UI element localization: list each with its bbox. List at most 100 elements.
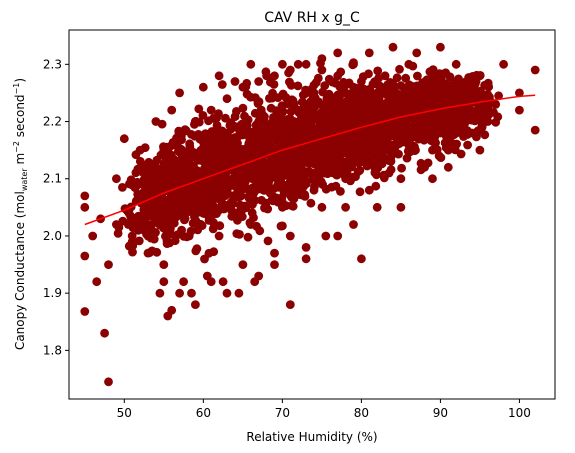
scatter-point-2611 (123, 220, 133, 229)
scatter-point-2690 (301, 243, 311, 252)
scatter-point-2630 (206, 202, 216, 212)
scatter-point-2695 (222, 288, 232, 298)
scatter-point-2268 (467, 114, 476, 124)
scatter-point-2601 (80, 191, 90, 201)
scatter-point-2095 (484, 82, 494, 92)
scatter-point-2689 (317, 202, 327, 212)
scatter-point-2714 (325, 94, 335, 104)
scatter-point-2506 (278, 155, 288, 164)
scatter-point-2593 (280, 181, 290, 190)
scatter-point-2379 (463, 140, 472, 150)
scatter-point-2711 (278, 117, 287, 126)
scatter-point-2516 (167, 219, 177, 229)
scatter-point-2122 (153, 164, 163, 174)
scatter-point-2644 (285, 300, 295, 309)
scatter-point-2149 (296, 150, 306, 160)
scatter-point-2491 (235, 200, 245, 210)
scatter-point-2664 (420, 162, 429, 172)
scatter-point-2343 (429, 90, 439, 100)
scatter-point-2533 (208, 193, 218, 203)
y-label-sup1: −2 (12, 141, 21, 153)
scatter-point-1183 (217, 80, 227, 89)
scatter-point-2640 (262, 71, 271, 81)
scatter-point-2620 (167, 105, 177, 115)
scatter-point-2592 (481, 100, 491, 109)
scatter-point-2498 (466, 87, 475, 97)
scatter-point-2642 (274, 174, 283, 184)
scatter-point-2616 (151, 117, 161, 126)
scatter-point-2746 (372, 162, 382, 172)
scatter-point-2252 (247, 183, 257, 193)
y-axis-label: Canopy Conductance (molwater m−2 second−… (12, 78, 29, 350)
scatter-point-2327 (236, 191, 246, 201)
scatter-point-2647 (301, 254, 311, 264)
scatter-point-2571 (181, 157, 191, 167)
scatter-point-2407 (206, 213, 216, 223)
scatter-point-2691 (285, 231, 295, 241)
scatter-point-2666 (436, 42, 445, 52)
scatter-point-2456 (489, 108, 498, 117)
scatter-point-2471 (212, 121, 222, 130)
scatter-point-1548 (260, 203, 269, 213)
scatter-point-2607 (92, 277, 102, 287)
y-tick-label-3: 2.1 (43, 172, 62, 186)
scatter-point-2628 (198, 82, 208, 92)
scatter-point-2724 (175, 128, 185, 138)
scatter-point-2636 (238, 145, 248, 155)
scatter-point-2586 (136, 220, 146, 229)
y-tick-label-0: 1.8 (43, 343, 62, 357)
scatter-point-2685 (380, 128, 390, 138)
scatter-point-2591 (355, 116, 365, 125)
scatter-point-2525 (192, 154, 202, 164)
scatter-point-1066 (402, 153, 412, 163)
scatter-point-2109 (383, 80, 393, 90)
scatter-point-2753 (325, 117, 335, 126)
x-tick-label-3: 80 (354, 406, 369, 420)
scatter-point-2542 (226, 118, 236, 127)
scatter-point-635 (263, 236, 273, 246)
scatter-point-2468 (190, 190, 200, 199)
scatter-point-2143 (476, 116, 486, 126)
scatter-point-2682 (428, 174, 437, 184)
scatter-point-2370 (401, 73, 411, 83)
scatter-point-2599 (394, 106, 404, 116)
scatter-point-2719 (404, 100, 414, 109)
scatter-point-2621 (167, 305, 177, 315)
scatter-point-2480 (207, 178, 217, 187)
scatter-point-2583 (326, 164, 336, 174)
scatter-point-2422 (186, 168, 196, 178)
scatter-point-2684 (396, 202, 406, 212)
scatter-point-2253 (291, 138, 300, 147)
scatter-point-2693 (254, 271, 264, 281)
scatter-point-2752 (293, 128, 303, 138)
scatter-point-2641 (270, 260, 279, 269)
scatter-point-1490 (177, 225, 187, 235)
scatter-point-2300 (288, 96, 298, 105)
scatter-point-2303 (174, 169, 184, 179)
scatter-point-755 (118, 183, 127, 192)
scatter-point-2067 (474, 108, 484, 118)
scatter-point-2439 (424, 78, 434, 88)
scatter-point-2502 (455, 100, 465, 109)
scatter-point-2731 (285, 65, 295, 75)
scatter-point-2708 (230, 145, 240, 155)
scatter-point-1376 (134, 236, 144, 246)
scatter-point-2246 (196, 219, 206, 229)
scatter-point-2576 (269, 80, 279, 89)
scatter-point-2373 (199, 207, 209, 217)
scatter-point-2604 (104, 377, 113, 387)
scatter-point-2538 (174, 146, 183, 156)
scatter-point-2668 (451, 59, 461, 69)
scatter-point-2326 (267, 195, 277, 205)
scatter-point-2472 (364, 103, 374, 113)
scatter-point-2763 (380, 111, 390, 121)
scatter-point-2594 (389, 148, 399, 158)
scatter-point-2204 (332, 170, 341, 180)
scatter-point-2206 (177, 135, 187, 145)
scatter-point-2346 (364, 69, 373, 79)
scatter-point-1719 (386, 165, 396, 175)
scatter-point-2283 (169, 177, 179, 187)
scatter-point-2004 (265, 94, 274, 103)
scatter-point-2700 (143, 248, 153, 258)
x-tick-label-4: 90 (433, 406, 448, 420)
